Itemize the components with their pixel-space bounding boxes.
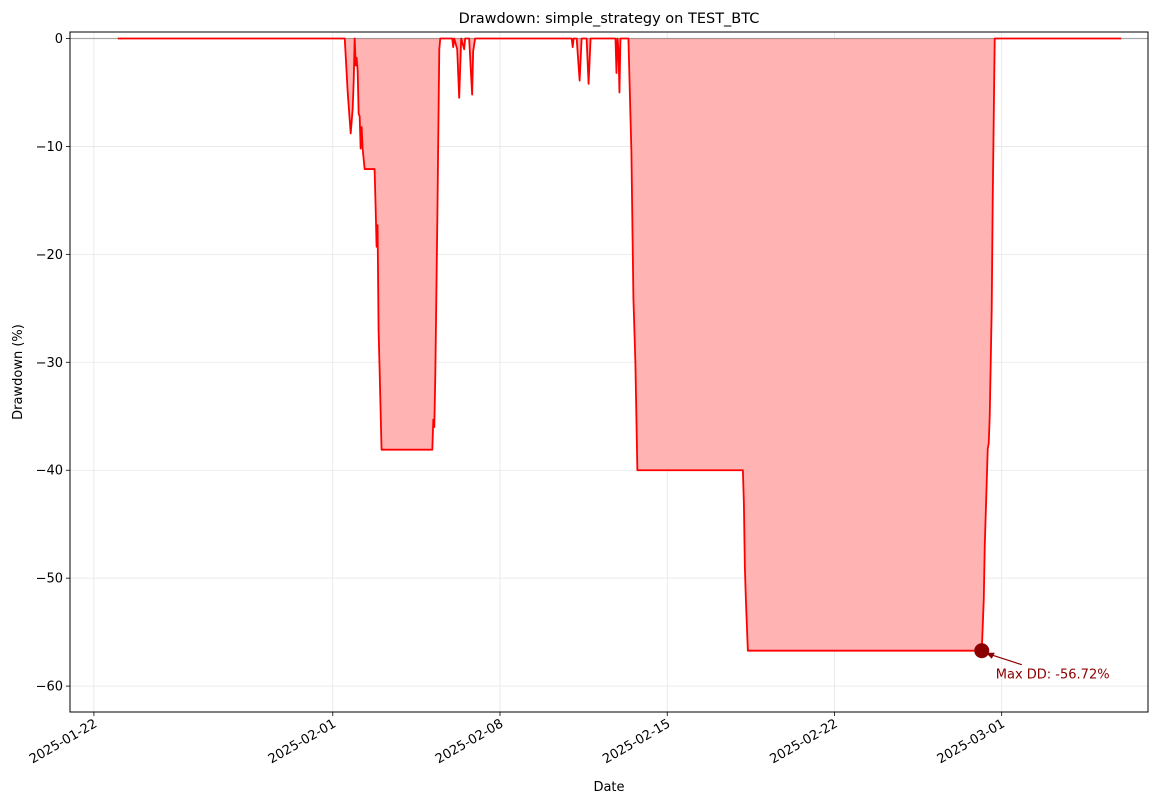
y-axis-ticks: 0 −10 −20 −30 −40 −50 −60 <box>36 32 70 695</box>
y-tick-label: −10 <box>36 140 63 155</box>
x-tick-label: 2025-02-08 <box>433 716 506 767</box>
y-tick-label: −40 <box>36 464 63 479</box>
max-drawdown-marker-group: Max DD: -56.72% <box>974 643 1110 683</box>
plot-frame <box>69 31 1149 713</box>
drawdown-line <box>117 37 1122 652</box>
x-tick-label: 2025-03-01 <box>935 716 1008 767</box>
x-tick-label: 2025-02-01 <box>266 716 339 767</box>
chart-title: Drawdown: simple_strategy on TEST_BTC <box>459 11 760 27</box>
drawdown-area <box>117 38 1122 651</box>
max-drawdown-label: Max DD: -56.72% <box>996 668 1110 683</box>
y-tick-label: 0 <box>55 32 63 47</box>
y-tick-label: −60 <box>36 680 63 695</box>
x-axis-label: Date <box>593 780 624 795</box>
x-tick-label: 2025-01-22 <box>27 716 100 767</box>
x-tick-label: 2025-02-22 <box>768 716 841 767</box>
y-tick-label: −30 <box>36 356 63 371</box>
max-drawdown-arrow <box>987 653 1022 666</box>
y-axis-label: Drawdown (%) <box>11 324 26 420</box>
drawdown-fill-area <box>117 38 1122 651</box>
y-tick-label: −20 <box>36 248 63 263</box>
x-tick-label: 2025-02-15 <box>600 716 673 767</box>
x-axis-ticks: 2025-01-22 2025-02-01 2025-02-08 2025-02-15… <box>27 712 1008 767</box>
drawdown-series-line <box>117 37 1122 652</box>
max-drawdown-marker <box>974 643 990 659</box>
y-tick-label: −50 <box>36 572 63 587</box>
